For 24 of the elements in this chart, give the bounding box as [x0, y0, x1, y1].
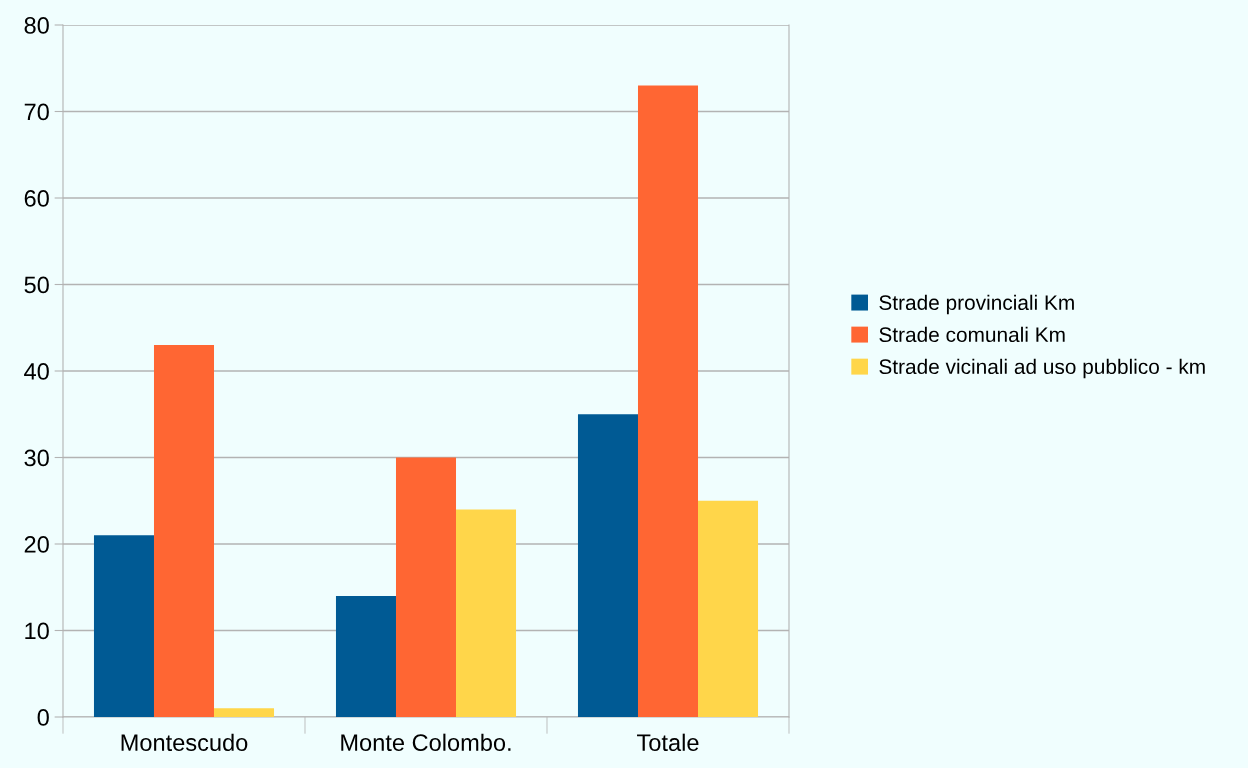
legend-label: Strade provinciali Km: [879, 294, 1074, 315]
bar: [637, 85, 699, 717]
bar: [698, 500, 759, 717]
bar: [153, 345, 215, 717]
y-tick-label: 20: [24, 536, 49, 553]
x-tick-label: Montescudo: [121, 733, 248, 752]
bar: [456, 509, 517, 717]
y-tick-label: 50: [24, 276, 49, 294]
x-tick-label: Monte Colombo.: [341, 733, 511, 752]
legend-label: Strade vicinali ad uso pubblico - km: [879, 358, 1205, 379]
y-tick-label: 40: [24, 363, 49, 380]
y-tick-label: 80: [24, 17, 49, 34]
y-tick-label: 0: [37, 709, 49, 726]
y-tick-label: 30: [24, 449, 49, 467]
bar: [93, 535, 154, 717]
y-tick-label: 70: [24, 103, 49, 121]
y-tick-label: 60: [24, 190, 49, 207]
legend-label: Strade comunali Km: [879, 326, 1065, 343]
bar: [577, 414, 638, 717]
y-tick-label: 10: [25, 622, 49, 640]
bar: [214, 708, 275, 717]
x-tick-label: Totale: [637, 733, 699, 752]
bar: [335, 595, 396, 717]
bar: [395, 457, 457, 717]
